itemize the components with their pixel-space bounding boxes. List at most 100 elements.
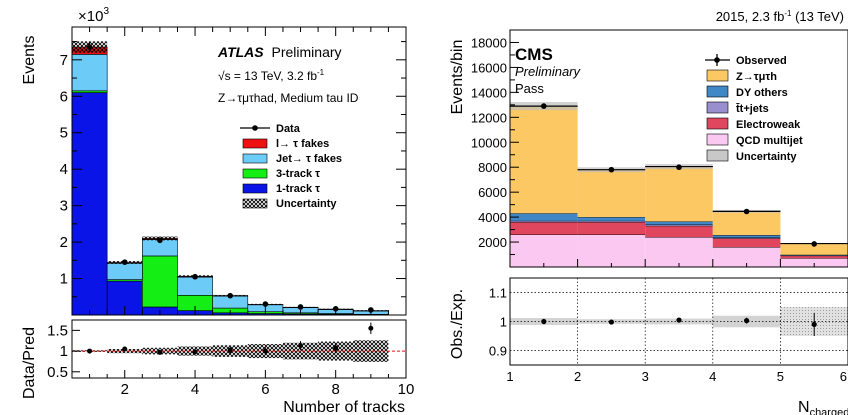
cms-bar-series1-bin2 (577, 222, 646, 235)
atlas-y-tick-label: 1 (60, 271, 68, 288)
cms-legend-qcd: QCD multijet (706, 133, 803, 147)
svg-text:Uncertainty: Uncertainty (736, 151, 797, 163)
svg-text:t̄t+jets: t̄t+jets (736, 103, 769, 115)
cms-y-tick-label: 18000 (471, 35, 507, 50)
atlas-x-tick-label: 4 (191, 381, 199, 398)
atlas-bar-series2-bin2 (106, 262, 143, 280)
cms-ratio-y-tick-label: 1.1 (489, 286, 507, 301)
cms-bar-series3-bin3 (645, 221, 713, 225)
cms-legend-uncertainty: Uncertainty (706, 149, 797, 163)
cms-x-tick-label: 5 (777, 369, 784, 384)
svg-text:3-track τ: 3-track τ (276, 168, 320, 180)
cms-ratio-point-4 (744, 318, 750, 324)
cms-ratio-point-1 (541, 318, 547, 325)
cms-data-point-5 (811, 241, 817, 247)
atlas-bar-series1-bin3 (142, 255, 178, 308)
cms-y-tick-label: 14000 (471, 85, 507, 100)
cms-y-tick-label: 2000 (478, 235, 507, 250)
cms-x-axis-label: Ncharged (798, 399, 848, 415)
cms-bar-series0-bin4 (712, 247, 781, 267)
atlas-legend-lep-fakes: l→ τ fakes (242, 138, 329, 150)
atlas-x-tick-label: 2 (121, 381, 129, 398)
cms-bar-series0-bin5 (780, 258, 848, 267)
cms-x-tick-label: 6 (840, 369, 847, 384)
atlas-data-point-5 (227, 292, 234, 299)
atlas-ratio-y-label: Data/Pred (21, 327, 38, 399)
cms-y-axis-label: Events/bin (449, 40, 466, 115)
cms-y-tick-label: 10000 (471, 135, 507, 150)
atlas-ratio-point-9 (368, 325, 374, 331)
cms-bar-series1-bin3 (645, 225, 713, 238)
cms-x-tick-label: 3 (642, 369, 649, 384)
svg-text:Observed: Observed (736, 55, 787, 67)
atlas-ratio-point-1 (87, 348, 93, 354)
cms-bar-series0-bin1 (510, 234, 578, 267)
atlas-ratio-point-2 (122, 346, 128, 352)
cms-ratio-point-3 (676, 317, 682, 323)
svg-text:Z→τμτh: Z→τμτh (736, 71, 777, 83)
cms-legend-observed: Observed (705, 54, 787, 67)
atlas-data-point-7 (297, 304, 304, 310)
cms-bar-series3-bin2 (577, 217, 646, 221)
atlas-data-point-9 (368, 307, 374, 313)
atlas-plot-area: 1 2 3 4 5 6 7 (60, 26, 407, 316)
atlas-bar-series0-bin1 (71, 92, 108, 316)
cms-bar-series2-bin1 (510, 220, 578, 223)
cms-lumi-label: 2015, 2.3 fb-1 (13 TeV) (716, 9, 844, 24)
atlas-data-point-3 (157, 237, 163, 244)
cms-legend-ttbar: t̄t+jets (706, 101, 769, 115)
atlas-y-tick-label: 4 (60, 161, 68, 178)
svg-text:DY others: DY others (736, 87, 788, 99)
cms-data-point-4 (743, 208, 750, 215)
atlas-ratio-point-3 (157, 349, 163, 355)
atlas-legend: Data l→ τ fakes Jet→ τ fakes 3-track τ 1… (240, 123, 342, 210)
atlas-legend-3track: 3-track τ (242, 168, 320, 180)
cms-x-tick-label: 2 (574, 369, 581, 384)
atlas-bar-series2-bin4 (177, 276, 213, 296)
cms-bar-series2-bin3 (645, 224, 713, 226)
cms-plot-area: 2000 4000 6000 8000 10000 12000 14000 16000 1800… (471, 29, 848, 268)
atlas-data-point-1 (86, 44, 93, 50)
cms-data-point-2 (608, 166, 615, 173)
atlas-ratio-y-tick-label: 1 (60, 343, 68, 360)
atlas-ratio-point-7 (298, 343, 304, 349)
atlas-bar-series2-bin1 (71, 54, 108, 92)
atlas-x-tick-label: 8 (332, 381, 340, 398)
cms-x-tick-label: 1 (506, 369, 513, 384)
cms-y-tick-label: 4000 (478, 210, 507, 225)
svg-text:Data: Data (276, 123, 301, 135)
svg-text:QCD multijet: QCD multijet (736, 135, 803, 147)
cms-bar-series1-bin5 (780, 255, 848, 259)
atlas-ratio-point-6 (262, 348, 268, 354)
atlas-legend-jet-fakes: Jet→ τ fakes (242, 153, 342, 165)
cms-bar-series0-bin3 (645, 237, 713, 267)
atlas-channel-label: Z→τμτhad, Medium tau ID (218, 91, 359, 105)
atlas-chart: 1 2 3 4 5 6 7 0.5 1 1.5 2 4 6 8 10 Events ×103 Data/P… (21, 6, 414, 415)
cms-chart: 2015, 2.3 fb-1 (13 TeV) 2000 4000 6000 8000… (449, 9, 848, 415)
cms-y-tick-label: 12000 (471, 110, 507, 125)
atlas-y-tick-label: 7 (60, 52, 68, 69)
atlas-ratio-point-8 (333, 345, 339, 351)
svg-text:l→ τ fakes: l→ τ fakes (276, 138, 329, 150)
cms-experiment-label: CMS (515, 45, 553, 64)
atlas-y-tick-label: 6 (60, 88, 68, 105)
cms-preliminary-label: Preliminary (515, 64, 582, 79)
cms-y-tick-label: 6000 (478, 185, 507, 200)
atlas-legend-1track: 1-track τ (242, 183, 320, 195)
svg-text:Electroweak: Electroweak (736, 119, 801, 131)
cms-bar-series1-bin1 (510, 222, 578, 235)
atlas-ratio-point-5 (227, 347, 233, 353)
atlas-legend-data: Data (240, 123, 301, 135)
cms-bar-series4-bin3 (645, 166, 713, 222)
atlas-ratio-uncertainty-bin9 (353, 340, 389, 362)
cms-legend-ztautau: Z→τμτh (706, 69, 777, 83)
cms-ratio-y-tick-label: 0.9 (489, 344, 507, 359)
atlas-experiment-label: ATLAS Preliminary (217, 44, 342, 60)
atlas-ratio-point-4 (192, 349, 198, 355)
atlas-y-tick-label: 2 (60, 234, 68, 251)
cms-category-label: Pass (515, 81, 544, 96)
cms-x-tick-label: 4 (709, 369, 716, 384)
cms-ratio-area: 0.9 1 1.1 1 2 3 4 5 6 (489, 277, 848, 384)
atlas-x-tick-label: 6 (261, 381, 269, 398)
